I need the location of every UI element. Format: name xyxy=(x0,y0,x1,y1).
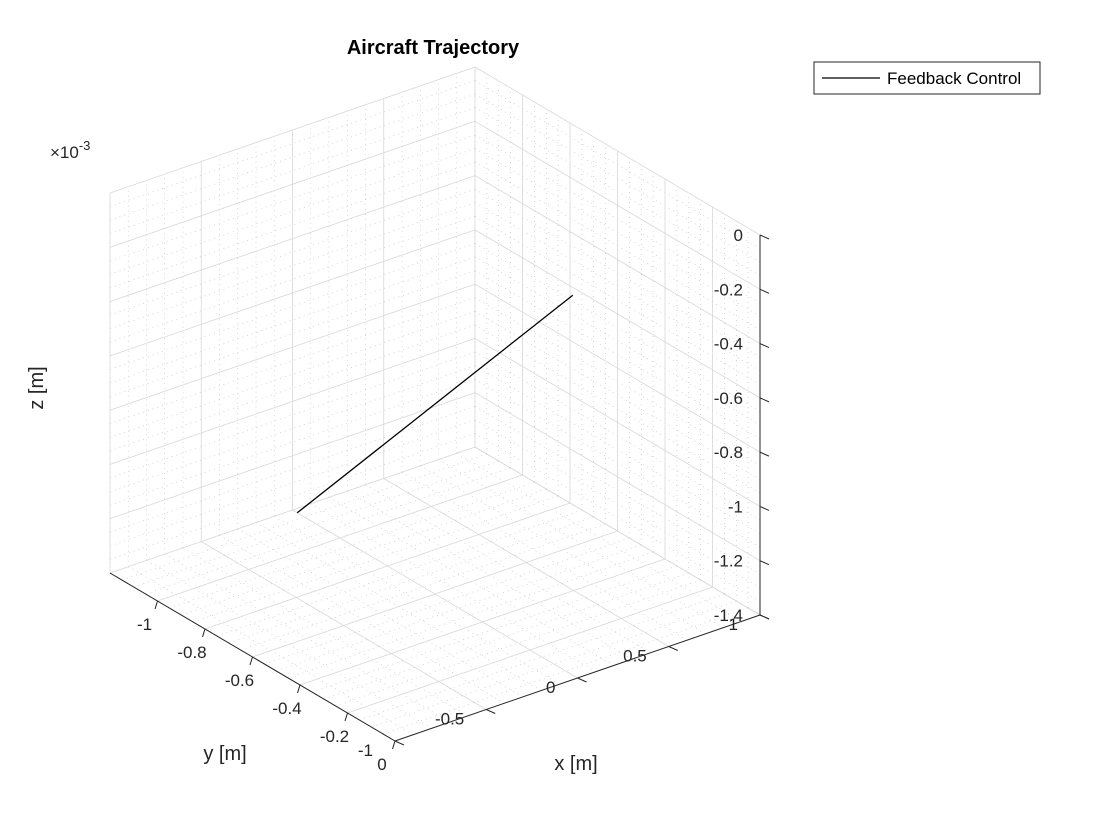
y-tick-label: -1 xyxy=(358,741,373,760)
z-tick-mark xyxy=(759,614,770,620)
y-tick-label: 0.5 xyxy=(623,647,647,666)
z-tick-mark xyxy=(759,343,770,349)
y-tick-label: -0.5 xyxy=(435,710,464,729)
z-tick-mark xyxy=(759,560,770,566)
wall-gridline-z xyxy=(109,283,476,411)
svg-text:×10-3: ×10-3 xyxy=(50,138,90,162)
wall-gridline-z xyxy=(474,392,761,562)
wall-gridline-z xyxy=(474,338,761,507)
wall-gridline-z xyxy=(109,446,476,574)
y-tick-mark xyxy=(394,740,405,746)
x-tick-mark xyxy=(297,684,301,694)
z-exponent-value: -3 xyxy=(79,138,91,153)
x-tick-mark xyxy=(344,712,348,722)
y-tick-mark xyxy=(486,709,496,714)
z-tick-label: -0.6 xyxy=(714,389,743,408)
z-tick-label: -0.4 xyxy=(714,335,743,354)
y-axis-label: y [m] xyxy=(203,743,246,765)
series-line-0 xyxy=(296,294,574,514)
wall-gridline-z xyxy=(474,229,761,399)
legend[interactable]: Feedback Control xyxy=(813,61,1041,95)
wall-gridline-z xyxy=(109,175,476,302)
x-tick-label: -0.8 xyxy=(177,643,206,662)
z-tick-label: -0.8 xyxy=(714,443,743,462)
y-tick-label: 0 xyxy=(546,678,555,697)
y-tick-label: 1 xyxy=(729,615,738,634)
legend-item-label: Feedback Control xyxy=(887,69,1021,88)
chart-title: Aircraft Trajectory xyxy=(347,37,520,59)
z-tick-label: -1.4 xyxy=(714,606,743,625)
z-tick-mark xyxy=(759,451,770,457)
wall-gridline-z xyxy=(109,392,476,520)
z-tick-label: -1 xyxy=(728,497,743,516)
wall-gridline-z xyxy=(474,283,761,453)
x-tick-label: -1 xyxy=(137,615,152,634)
wall-gridline-z xyxy=(474,175,761,344)
data-layer xyxy=(296,294,574,514)
wall-gridline-z xyxy=(109,338,476,465)
wall-gridline-z xyxy=(109,229,476,357)
wall-gridline-z xyxy=(109,120,476,248)
x-tick-mark xyxy=(202,628,206,638)
tick-labels: -1-0.8-0.6-0.4-0.20-1-0.500.51-1.4-1.2-1… xyxy=(137,226,743,774)
z-exponent-base: ×10 xyxy=(50,143,79,162)
z-tick-mark xyxy=(759,288,770,294)
wall-gridline-z xyxy=(474,120,761,290)
x-tick-mark xyxy=(249,656,253,666)
x-tick-label: -0.6 xyxy=(225,671,254,690)
x-tick-label: -0.2 xyxy=(320,727,349,746)
x-tick-mark xyxy=(392,740,396,750)
y-tick-mark xyxy=(668,646,678,651)
z-tick-mark xyxy=(759,234,770,240)
z-tick-mark xyxy=(759,397,770,403)
x-tick-mark xyxy=(154,600,158,610)
z-axis-label: z [m] xyxy=(26,366,48,409)
axes-box xyxy=(109,234,770,750)
wall-gridline-z xyxy=(474,446,761,616)
z-tick-label: -0.2 xyxy=(714,280,743,299)
wall-gridline-z xyxy=(109,66,476,194)
wall-gridline-z xyxy=(474,66,761,236)
x-axis-label: x [m] xyxy=(554,753,597,775)
y-tick-mark xyxy=(577,677,587,683)
x-tick-label: 0 xyxy=(377,755,386,774)
x-tick-label: -0.4 xyxy=(272,699,301,718)
z-tick-label: -1.2 xyxy=(714,552,743,571)
z-tick-label: 0 xyxy=(734,226,743,245)
z-exponent-label: ×10-3 xyxy=(50,138,90,162)
floor-gridline-y xyxy=(383,478,669,647)
floor-gridline-y xyxy=(201,541,487,710)
z-tick-mark xyxy=(759,505,770,511)
floor-gridline-y xyxy=(292,509,578,679)
